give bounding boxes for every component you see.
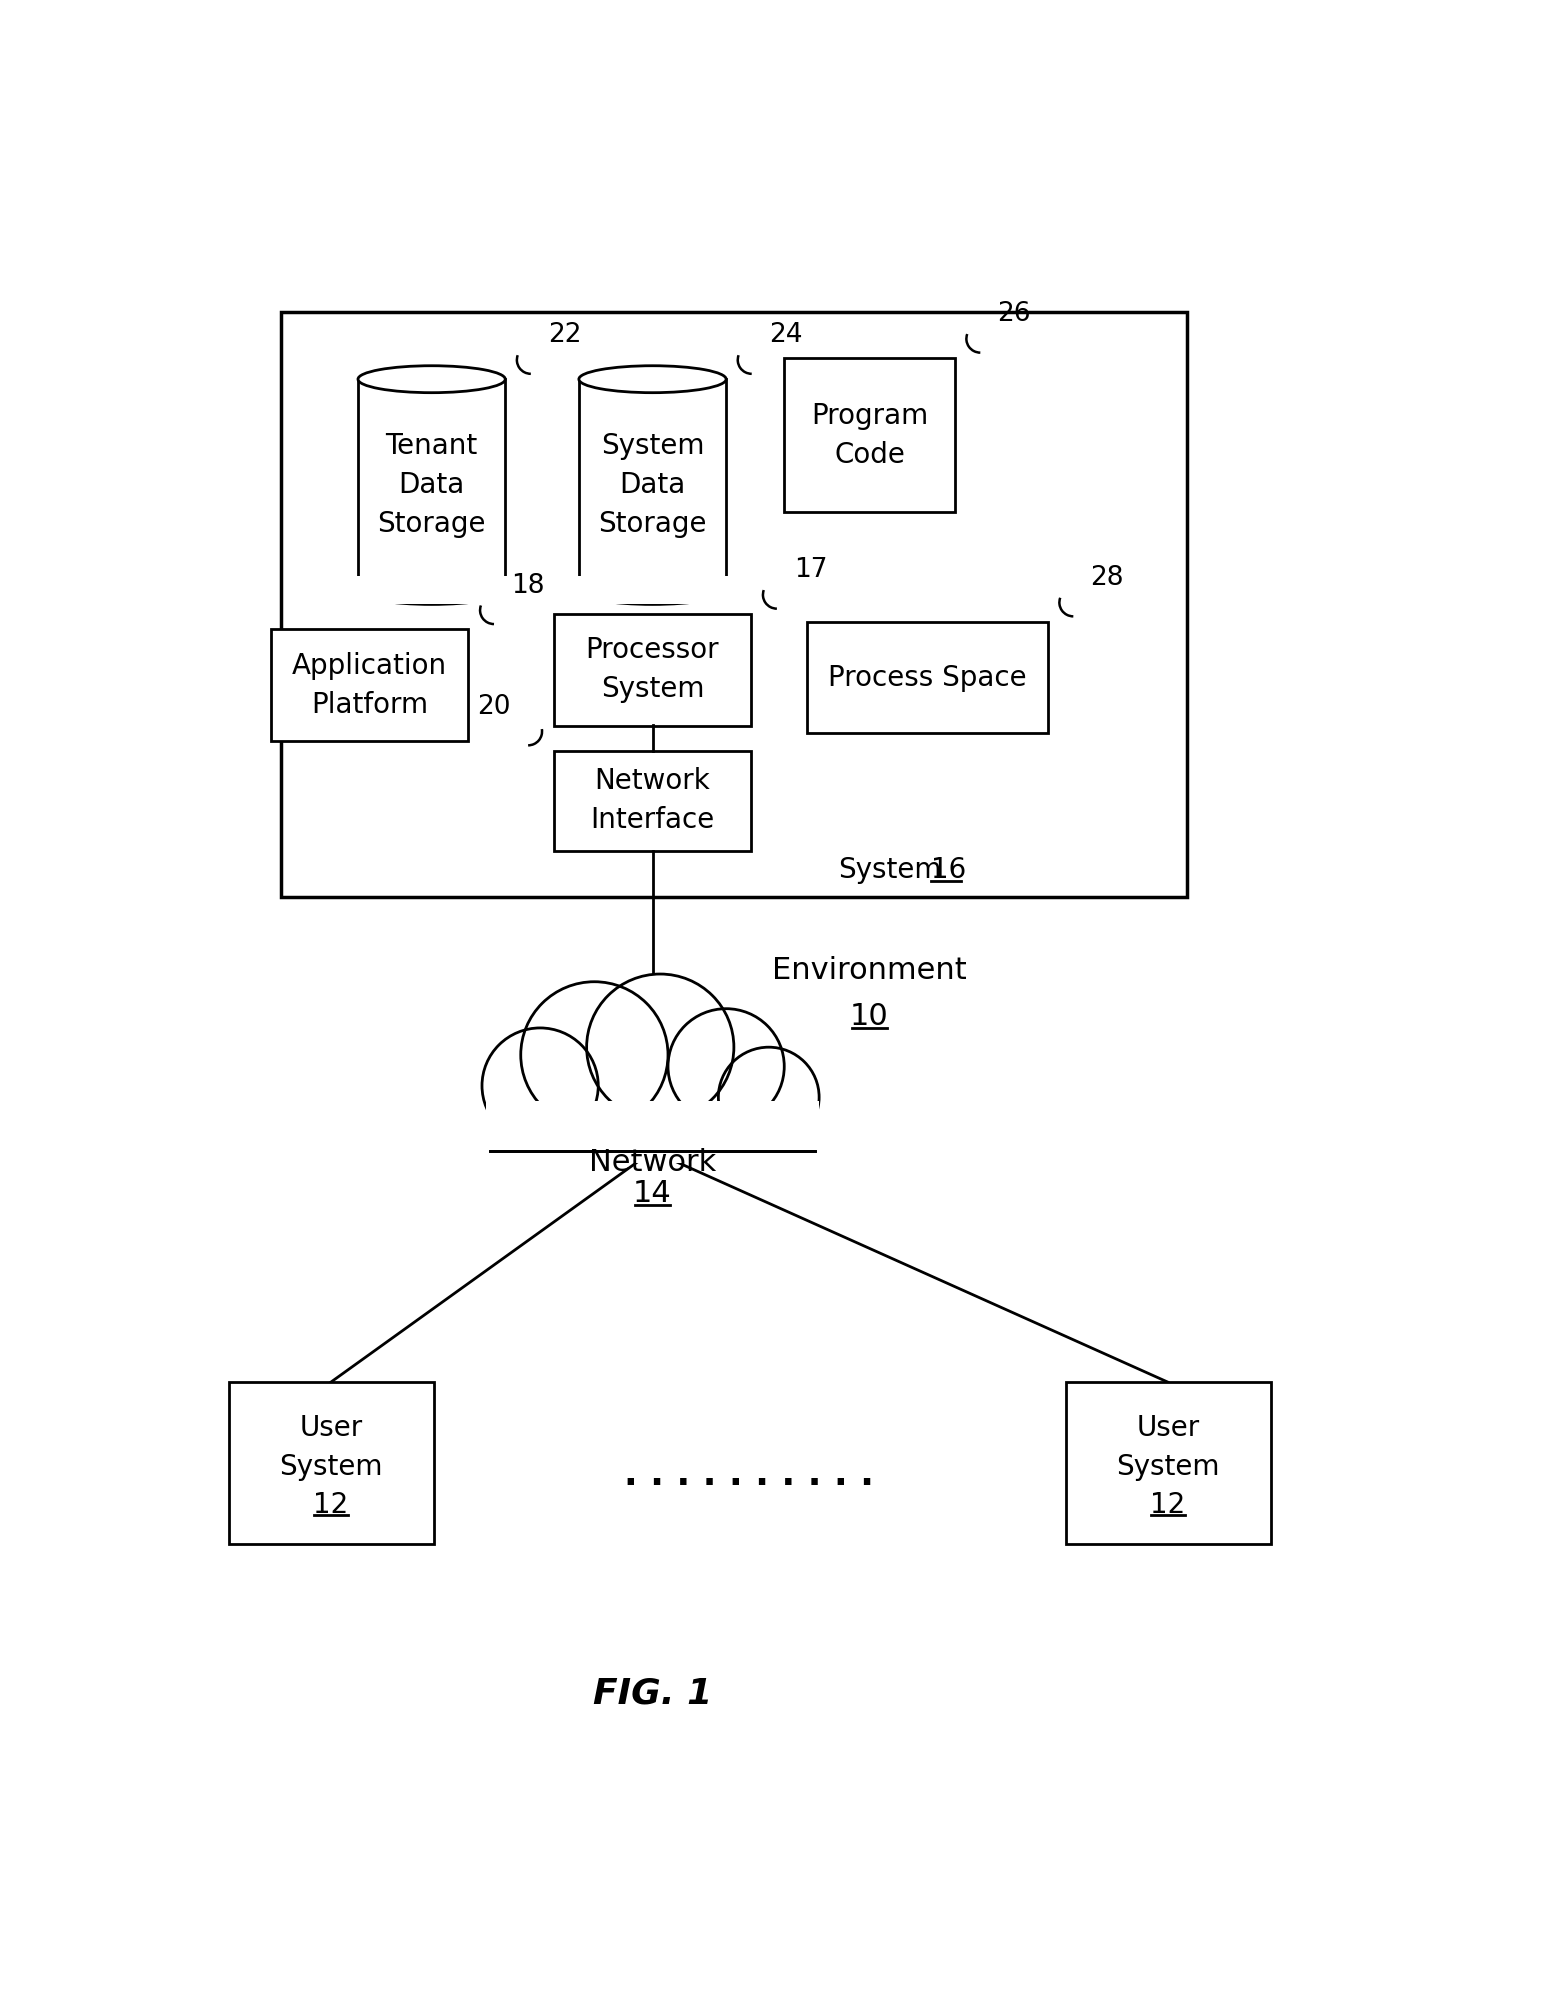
Bar [475,1102,831,1164]
Text: Program
Code: Program Code [811,402,928,469]
Ellipse shape [358,366,505,392]
Text: 14: 14 [633,1179,672,1207]
Bar [356,577,506,605]
Bar [578,577,728,605]
Text: 20: 20 [478,694,511,720]
Text: Process Space: Process Space [828,664,1026,692]
Circle shape [587,975,734,1120]
Text: 18: 18 [511,573,545,599]
Bar [486,1102,818,1154]
Bar [784,358,954,511]
Text: 24: 24 [769,322,803,348]
Text: Tenant
Data
Storage: Tenant Data Storage [378,432,486,539]
Text: Application
Platform: Application Platform [292,652,447,718]
Text: Processor
System: Processor System [586,636,720,704]
Text: 26: 26 [998,300,1031,328]
Ellipse shape [580,577,726,605]
Circle shape [669,1008,784,1124]
Text: 28: 28 [1090,565,1125,591]
Bar [808,623,1048,734]
Bar [281,312,1187,897]
Text: Network: Network [589,1148,715,1177]
Text: User
System: User System [1117,1414,1220,1482]
Text: 12: 12 [1150,1492,1186,1520]
Bar [553,615,751,726]
Text: FIG. 1: FIG. 1 [594,1677,712,1711]
Ellipse shape [358,577,505,605]
Text: . . . . . . . . . .: . . . . . . . . . . [625,1458,875,1492]
Bar [270,629,469,742]
Text: System: System [839,855,942,883]
Ellipse shape [580,366,726,392]
Circle shape [520,983,669,1128]
Text: User
System: User System [280,1414,383,1482]
Text: 12: 12 [314,1492,348,1520]
Bar [553,750,751,851]
Circle shape [719,1046,818,1148]
Bar [1065,1382,1271,1543]
Text: 10: 10 [850,1002,889,1030]
Text: Environment: Environment [772,955,967,985]
Circle shape [483,1028,598,1144]
Text: Network
Interface: Network Interface [590,768,715,833]
Text: System
Data
Storage: System Data Storage [598,432,706,539]
Bar [228,1382,434,1543]
Text: 17: 17 [793,557,828,583]
Text: 16: 16 [931,855,967,883]
Text: 22: 22 [548,322,581,348]
